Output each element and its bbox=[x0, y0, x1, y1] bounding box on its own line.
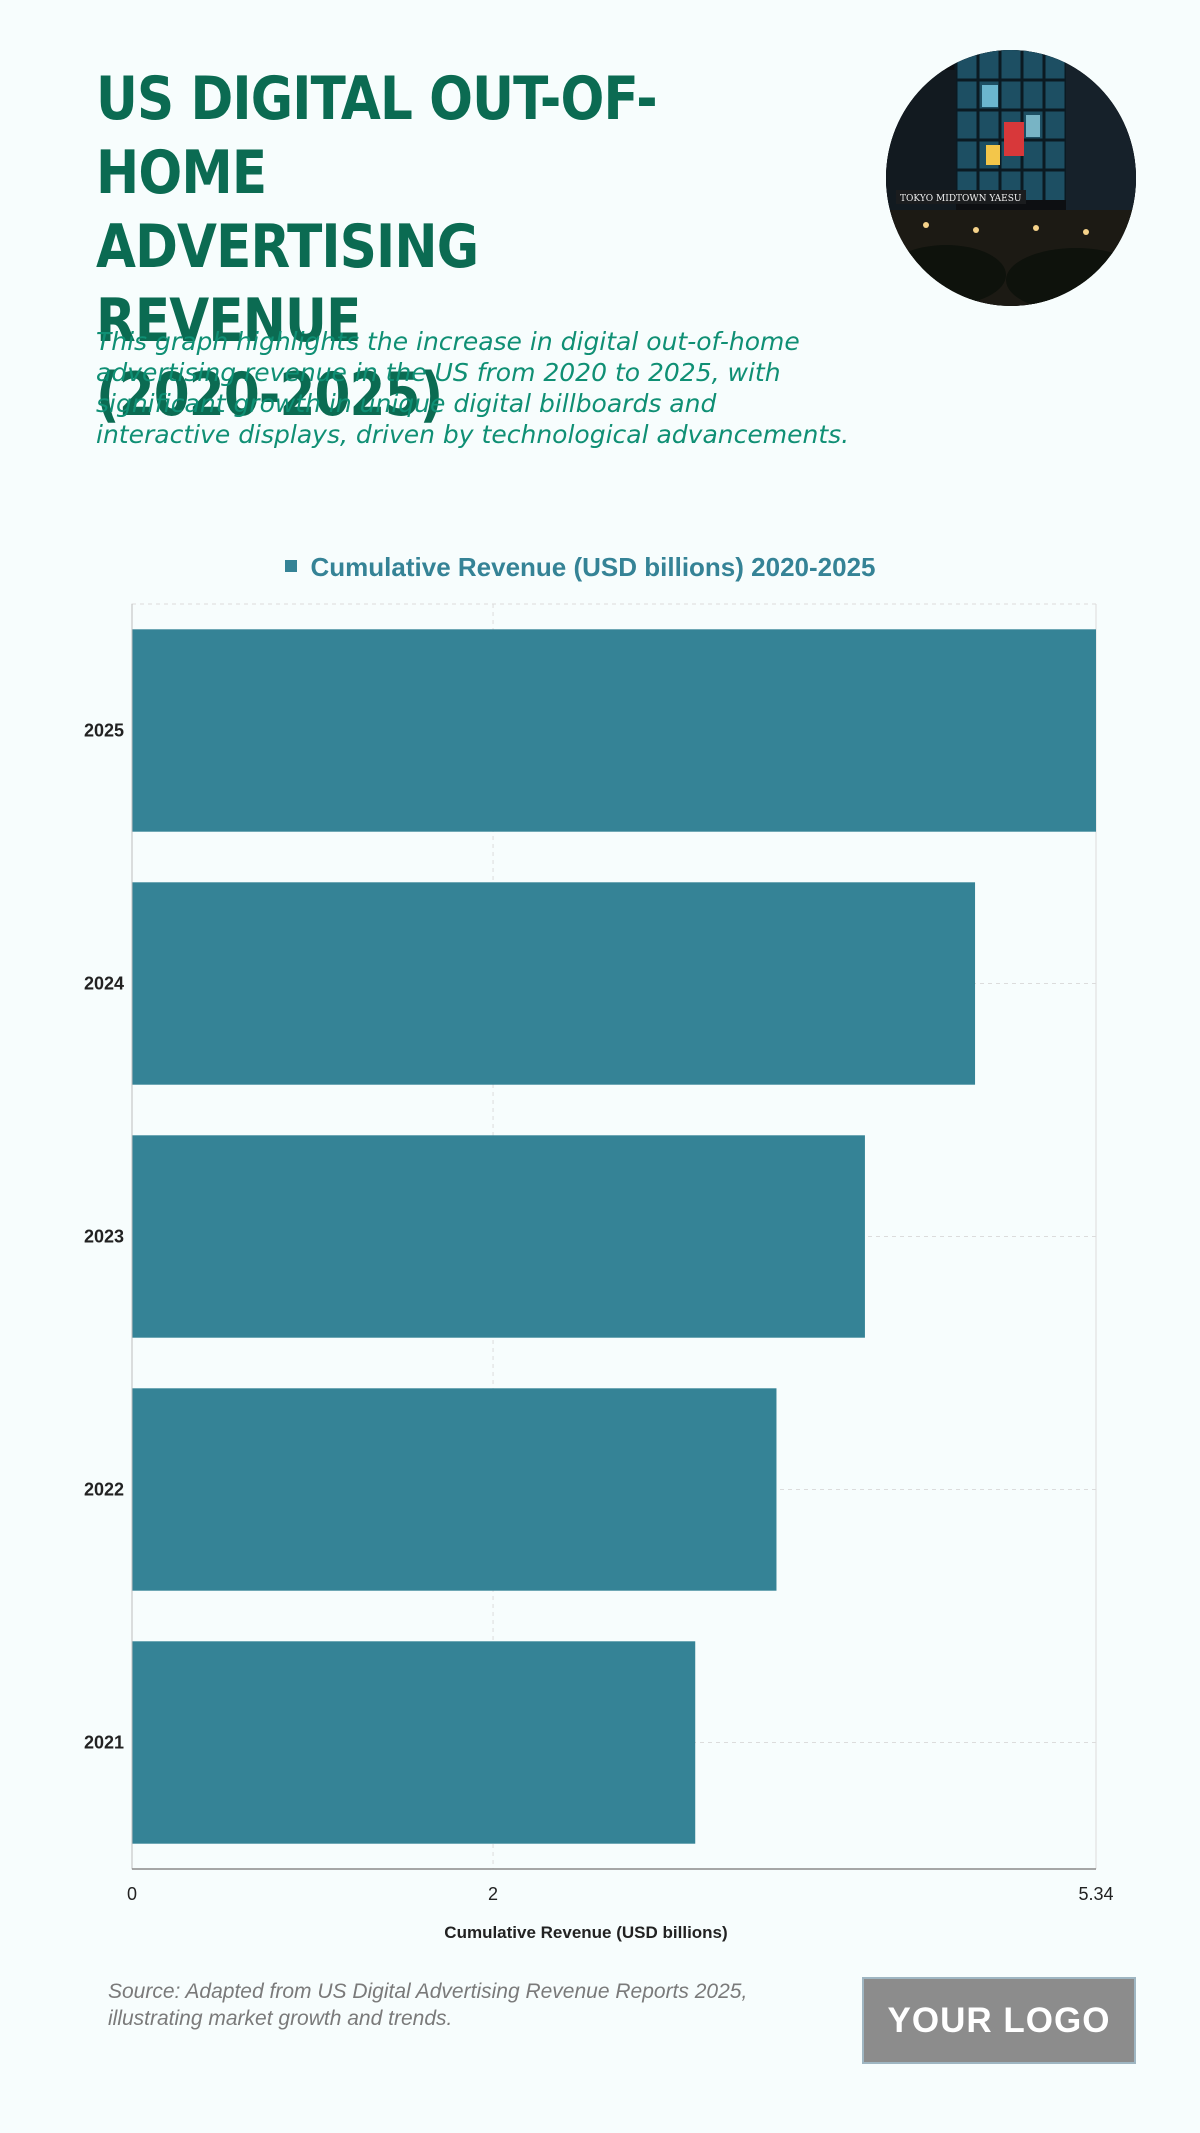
y-tick-label: 2023 bbox=[84, 1227, 124, 1247]
bar-2022 bbox=[132, 1388, 777, 1591]
chart-axes: 0 2 5.34 2025 2024 2023 2022 2021 Cumulative Rev… bbox=[84, 604, 1114, 1942]
photo-sign-text: TOKYO MIDTOWN YAESU bbox=[900, 194, 1022, 204]
y-tick-label: 2025 bbox=[84, 721, 124, 741]
x-tick-label: 0 bbox=[127, 1884, 137, 1904]
bar-2024 bbox=[132, 882, 976, 1085]
bar-2023 bbox=[132, 1135, 865, 1338]
building-photo-illustration: TOKYO MIDTOWN YAESU bbox=[886, 50, 1136, 306]
y-tick-label: 2021 bbox=[84, 1733, 124, 1753]
chart-bars bbox=[132, 629, 1096, 1844]
x-tick-label: 5.34 bbox=[1078, 1884, 1113, 1904]
source-note: Source: Adapted from US Digital Advertis… bbox=[108, 1980, 748, 2030]
bar-2021 bbox=[132, 1641, 696, 1844]
chart-subtitle: This graph highlights the increase in di… bbox=[96, 327, 850, 449]
y-tick-label: 2024 bbox=[84, 974, 124, 994]
logo-placeholder: YOUR LOGO bbox=[862, 1977, 1136, 2064]
x-axis-title: Cumulative Revenue (USD billions) bbox=[444, 1923, 727, 1942]
chart-legend: Cumulative Revenue (USD billions) 2020-2… bbox=[0, 552, 1160, 583]
building-photo: TOKYO MIDTOWN YAESU bbox=[886, 50, 1136, 306]
x-tick-label: 2 bbox=[488, 1884, 498, 1904]
y-tick-label: 2022 bbox=[84, 1480, 124, 1500]
bar-2025 bbox=[132, 629, 1096, 832]
legend-swatch-icon bbox=[284, 560, 297, 573]
chart-title: US DIGITAL OUT-OF-HOME ADVERTISING REVEN… bbox=[96, 64, 658, 430]
legend-label: Cumulative Revenue (USD billions) 2020-2… bbox=[310, 552, 876, 582]
